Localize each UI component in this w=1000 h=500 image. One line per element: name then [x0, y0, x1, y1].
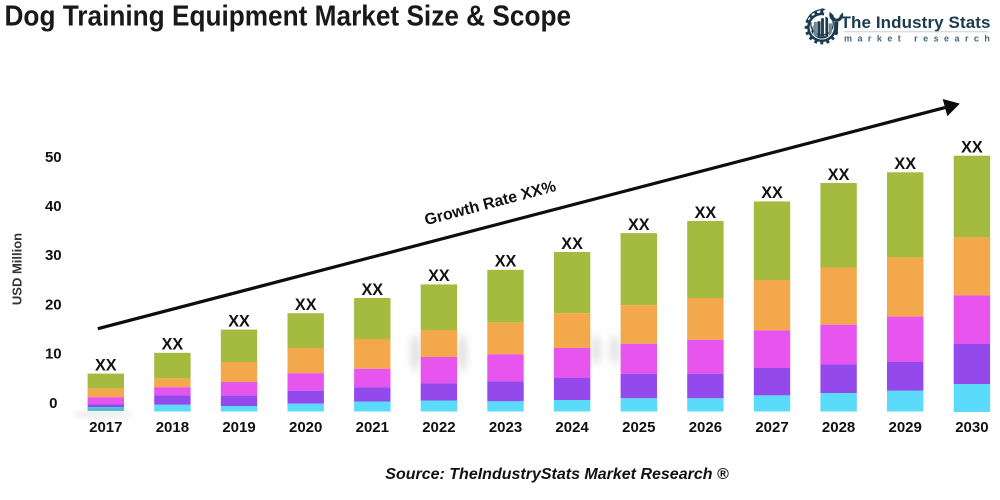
svg-text:XX: XX	[761, 184, 783, 202]
svg-text:XX: XX	[162, 336, 184, 354]
svg-text:XX: XX	[428, 267, 450, 285]
svg-text:XX: XX	[361, 281, 383, 299]
svg-text:XX: XX	[295, 296, 317, 314]
svg-text:XX: XX	[628, 216, 650, 234]
svg-text:XX: XX	[495, 253, 517, 271]
svg-text:Dog Training Equipment Market: Dog Training Equipment Market Size & Sco…	[5, 0, 572, 32]
svg-text:2026: 2026	[689, 419, 722, 436]
svg-text:Source: TheIndustryStats Marke: Source: TheIndustryStats Market Research…	[385, 466, 729, 483]
svg-text:2030: 2030	[955, 419, 988, 436]
svg-text:2027: 2027	[755, 419, 788, 436]
svg-text:XX: XX	[561, 235, 583, 253]
svg-text:The Industry Stats: The Industry Stats	[841, 13, 991, 32]
svg-text:2022: 2022	[422, 419, 455, 436]
svg-text:2024: 2024	[555, 419, 589, 436]
svg-text:USD Million: USD Million	[10, 233, 25, 305]
svg-text:XX: XX	[828, 166, 850, 184]
svg-text:2028: 2028	[822, 419, 855, 436]
svg-text:XX: XX	[695, 204, 717, 222]
svg-text:30: 30	[45, 247, 62, 264]
svg-text:market research: market research	[844, 34, 995, 44]
svg-text:2029: 2029	[889, 419, 922, 436]
svg-text:2017: 2017	[89, 419, 122, 436]
svg-text:2023: 2023	[489, 419, 522, 436]
svg-text:XX: XX	[961, 139, 983, 157]
svg-text:2018: 2018	[156, 419, 189, 436]
svg-text:40: 40	[45, 198, 62, 215]
svg-text:20: 20	[45, 296, 62, 313]
svg-text:XX: XX	[95, 356, 117, 374]
svg-text:2025: 2025	[622, 419, 655, 436]
svg-text:2021: 2021	[356, 419, 389, 436]
svg-text:XX: XX	[228, 312, 250, 330]
svg-text:2020: 2020	[289, 419, 322, 436]
svg-text:2019: 2019	[222, 419, 255, 436]
svg-text:50: 50	[45, 149, 62, 166]
svg-text:Growth Rate XX%: Growth Rate XX%	[423, 178, 558, 229]
svg-text:XX: XX	[894, 155, 916, 173]
svg-text:10: 10	[45, 346, 62, 363]
svg-text:0: 0	[49, 395, 57, 412]
